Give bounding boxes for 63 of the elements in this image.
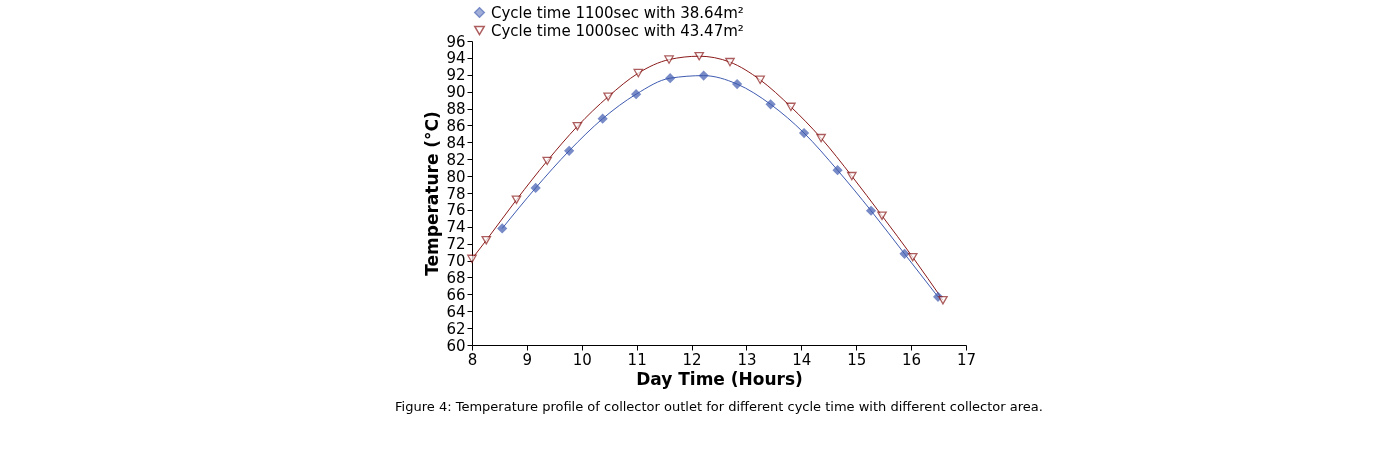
point	[497, 223, 508, 234]
x-tick-label: 8	[467, 350, 478, 369]
point	[899, 248, 910, 259]
point	[665, 73, 675, 83]
point	[694, 51, 705, 61]
point	[530, 183, 541, 193]
point	[511, 195, 522, 205]
point	[542, 156, 553, 166]
point	[698, 70, 709, 81]
y-tick-label: 86	[446, 116, 466, 135]
point	[633, 68, 644, 78]
point	[725, 57, 735, 67]
legend-label: Cycle time 1100sec with 38.64m²	[491, 3, 744, 22]
y-tick-label: 60	[446, 336, 466, 355]
y-tick-label: 76	[446, 201, 466, 220]
y-tick-label: 88	[446, 100, 466, 119]
y-tick-label: 64	[446, 302, 466, 321]
x-tick-label: 17	[956, 350, 977, 369]
y-tick-label: 92	[446, 66, 466, 85]
point	[631, 89, 641, 100]
point	[816, 133, 826, 143]
x-axis-title: Day Time (Hours)	[636, 368, 803, 389]
y-tick-label: 62	[446, 319, 466, 338]
point	[847, 171, 857, 181]
point	[832, 165, 843, 176]
x-tick-label: 10	[572, 350, 592, 369]
point	[907, 252, 918, 262]
point	[938, 295, 948, 305]
y-tick-label: 90	[446, 83, 466, 102]
x-tick-label: 15	[847, 350, 867, 369]
point	[481, 236, 492, 245]
y-axis-title: Temperature (°C)	[422, 111, 443, 276]
point	[765, 99, 776, 110]
y-tick-label: 94	[446, 49, 466, 68]
point	[564, 145, 574, 156]
y-tick-label: 80	[446, 167, 466, 186]
x-tick-label: 9	[522, 350, 533, 369]
point	[597, 113, 608, 124]
y-tick-label: 70	[446, 252, 466, 271]
x-tick-label: 13	[737, 350, 757, 369]
point	[603, 92, 613, 102]
point	[786, 102, 796, 112]
y-tick-label: 72	[446, 235, 466, 254]
point	[732, 79, 742, 89]
point	[664, 55, 674, 64]
point	[572, 122, 583, 131]
y-tick-label: 78	[446, 184, 466, 203]
point	[866, 205, 876, 216]
x-tick-label: 14	[792, 350, 812, 369]
y-tick-label: 82	[446, 150, 466, 169]
y-tick-label: 68	[446, 268, 466, 287]
caption: Figure 4: Temperature profile of collector outlet for different cycle time with different collector area.	[395, 399, 1043, 414]
x-tick-label: 12	[682, 350, 702, 369]
legend-label: Cycle time 1000sec with 43.47m²	[491, 21, 744, 40]
x-tick-label: 11	[627, 350, 647, 369]
y-tick-label: 84	[446, 133, 466, 152]
y-tick-label: 96	[446, 32, 466, 51]
x-tick-label: 16	[902, 350, 922, 369]
point	[755, 75, 765, 85]
point	[877, 211, 887, 221]
y-tick-label: 74	[446, 218, 466, 237]
y-tick-label: 66	[446, 285, 466, 304]
point	[799, 128, 809, 138]
